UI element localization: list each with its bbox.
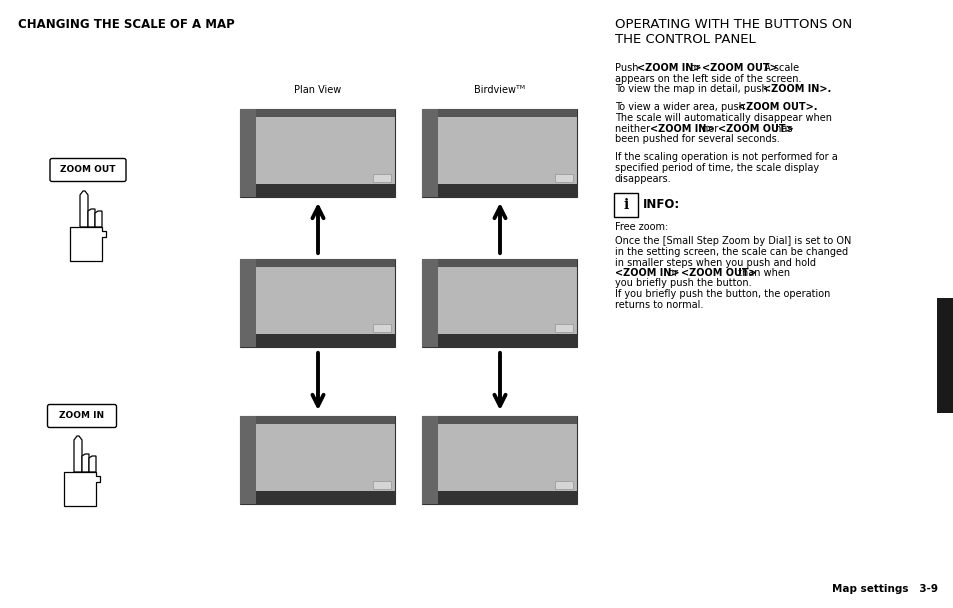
Bar — [240, 259, 395, 347]
Polygon shape — [88, 209, 95, 227]
Polygon shape — [74, 436, 82, 472]
FancyBboxPatch shape — [48, 404, 116, 427]
Bar — [374, 481, 391, 489]
Bar — [374, 324, 391, 332]
FancyBboxPatch shape — [50, 159, 126, 182]
Bar — [256, 334, 395, 347]
Text: If you briefly push the button, the operation: If you briefly push the button, the oper… — [615, 289, 829, 299]
Bar — [256, 491, 395, 504]
Text: Once the [Small Step Zoom by Dial] is set to ON: Once the [Small Step Zoom by Dial] is se… — [615, 237, 850, 246]
Bar — [256, 184, 395, 197]
Bar — [422, 416, 577, 504]
Text: returns to normal.: returns to normal. — [615, 300, 702, 309]
Text: CHANGING THE SCALE OF A MAP: CHANGING THE SCALE OF A MAP — [18, 18, 234, 31]
Text: INFO:: INFO: — [642, 198, 679, 212]
Text: <ZOOM OUT>.: <ZOOM OUT>. — [738, 103, 817, 112]
Polygon shape — [70, 227, 106, 261]
Bar — [256, 259, 395, 267]
Text: ZOOM OUT: ZOOM OUT — [60, 165, 115, 174]
Bar — [422, 416, 438, 504]
Bar — [422, 259, 438, 347]
Bar — [438, 416, 577, 424]
Text: i: i — [622, 198, 628, 212]
Text: Plan View: Plan View — [294, 85, 341, 95]
Bar — [256, 109, 395, 117]
Bar — [438, 184, 577, 197]
Text: appears on the left side of the screen.: appears on the left side of the screen. — [615, 74, 801, 83]
Text: in smaller steps when you push and hold: in smaller steps when you push and hold — [615, 258, 815, 268]
Text: THE CONTROL PANEL: THE CONTROL PANEL — [615, 33, 755, 46]
Bar — [240, 416, 256, 504]
Text: Free zoom:: Free zoom: — [615, 222, 667, 232]
Text: specified period of time, the scale display: specified period of time, the scale disp… — [615, 163, 819, 173]
Text: <ZOOM IN>: <ZOOM IN> — [649, 123, 714, 134]
Bar — [555, 481, 573, 489]
Text: Birdviewᵀᴹ: Birdviewᵀᴹ — [474, 85, 525, 95]
Text: has: has — [771, 123, 792, 134]
Polygon shape — [82, 454, 89, 472]
Text: than when: than when — [734, 268, 789, 278]
Polygon shape — [95, 211, 102, 227]
Text: To view a wider area, push: To view a wider area, push — [615, 103, 747, 112]
Text: . A scale: . A scale — [758, 63, 799, 73]
Text: Push: Push — [615, 63, 641, 73]
Bar — [240, 109, 256, 197]
Bar — [438, 259, 577, 267]
Text: or: or — [686, 63, 702, 73]
Polygon shape — [80, 191, 88, 227]
Bar — [555, 174, 573, 182]
Text: in the setting screen, the scale can be changed: in the setting screen, the scale can be … — [615, 247, 847, 257]
Text: <ZOOM IN>: <ZOOM IN> — [615, 268, 679, 278]
Text: The scale will automatically disappear when: The scale will automatically disappear w… — [615, 113, 831, 123]
Text: disappears.: disappears. — [615, 173, 671, 184]
Polygon shape — [64, 472, 100, 506]
Text: ZOOM IN: ZOOM IN — [59, 412, 105, 421]
Bar — [438, 334, 577, 347]
FancyBboxPatch shape — [614, 193, 638, 217]
Bar — [256, 416, 395, 424]
Text: <ZOOM OUT>: <ZOOM OUT> — [701, 63, 777, 73]
Bar — [555, 324, 573, 332]
Text: <ZOOM OUT>: <ZOOM OUT> — [680, 268, 756, 278]
Text: been pushed for several seconds.: been pushed for several seconds. — [615, 134, 779, 144]
Bar — [240, 416, 395, 504]
Text: or: or — [664, 268, 680, 278]
Bar — [422, 259, 577, 347]
Text: <ZOOM OUT>: <ZOOM OUT> — [718, 123, 793, 134]
Bar — [374, 174, 391, 182]
Bar — [936, 298, 953, 413]
Text: <ZOOM IN>: <ZOOM IN> — [637, 63, 700, 73]
Text: <ZOOM IN>.: <ZOOM IN>. — [762, 84, 830, 94]
Bar — [240, 109, 395, 197]
Bar — [422, 109, 438, 197]
Polygon shape — [89, 456, 96, 472]
Text: nor: nor — [699, 123, 720, 134]
Bar — [438, 109, 577, 117]
Text: Map settings   3-9: Map settings 3-9 — [831, 584, 937, 594]
Text: neither: neither — [615, 123, 653, 134]
Text: OPERATING WITH THE BUTTONS ON: OPERATING WITH THE BUTTONS ON — [615, 18, 851, 31]
Bar — [240, 259, 256, 347]
Bar — [438, 491, 577, 504]
Text: If the scaling operation is not performed for a: If the scaling operation is not performe… — [615, 153, 837, 162]
Text: To view the map in detail, push: To view the map in detail, push — [615, 84, 770, 94]
Text: you briefly push the button.: you briefly push the button. — [615, 278, 751, 289]
Bar — [422, 109, 577, 197]
